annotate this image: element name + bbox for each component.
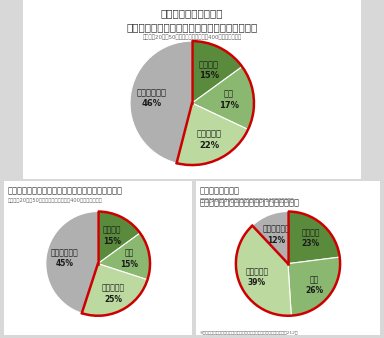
Text: ある
15%: ある 15% — [120, 249, 138, 269]
Text: 夏に便秘になりやすいと感じたことはありますか？: 夏に便秘になりやすいと感じたことはありますか？ — [8, 187, 122, 196]
Text: まったくない
45%: まったくない 45% — [51, 248, 78, 268]
Wedge shape — [192, 67, 254, 129]
Text: よくある
15%: よくある 15% — [103, 226, 121, 246]
Text: ※冷えを感じる環境下で便秘になりやすいと感じたことがあると回答した212名: ※冷えを感じる環境下で便秘になりやすいと感じたことがあると回答した212名 — [200, 330, 298, 334]
Text: 全国男女20代〜50代のオフィスワーカー212名（単一回答）: 全国男女20代〜50代のオフィスワーカー212名（単一回答） — [200, 198, 295, 203]
Text: 冷えを感じる環境下で
便秘になりやすいと感じたことがありますか？: 冷えを感じる環境下で 便秘になりやすいと感じたことがありますか？ — [126, 8, 258, 32]
Text: たまにある
39%: たまにある 39% — [245, 267, 268, 287]
Text: 全国男女20代〜50代のオフィスワーカー400名（単一回答）: 全国男女20代〜50代のオフィスワーカー400名（単一回答） — [142, 35, 242, 41]
Wedge shape — [192, 41, 242, 103]
Text: 他の季節に比べ、
夏の便秘が辛いと感じたことはありますか？: 他の季節に比べ、 夏の便秘が辛いと感じたことはありますか？ — [200, 187, 300, 208]
Text: ある
26%: ある 26% — [305, 275, 323, 295]
Text: まったくない
12%: まったくない 12% — [263, 224, 290, 245]
Wedge shape — [288, 257, 340, 316]
Wedge shape — [46, 212, 98, 313]
Wedge shape — [288, 212, 340, 264]
Text: ある
17%: ある 17% — [219, 90, 239, 110]
Wedge shape — [130, 41, 192, 163]
Wedge shape — [82, 264, 147, 316]
Wedge shape — [236, 226, 291, 316]
Wedge shape — [98, 233, 150, 280]
Text: よくある
23%: よくある 23% — [301, 228, 319, 248]
Text: たまにある
22%: たまにある 22% — [197, 129, 222, 150]
Wedge shape — [177, 103, 248, 165]
Text: たまにある
25%: たまにある 25% — [102, 284, 125, 304]
Wedge shape — [98, 212, 140, 264]
Text: よくある
15%: よくある 15% — [199, 60, 219, 80]
Text: まったくない
46%: まったくない 46% — [137, 88, 167, 108]
Text: 全国男女20代〜50代のオフィスワーカー400名（単一回答）: 全国男女20代〜50代のオフィスワーカー400名（単一回答） — [8, 198, 103, 203]
Wedge shape — [252, 212, 288, 264]
